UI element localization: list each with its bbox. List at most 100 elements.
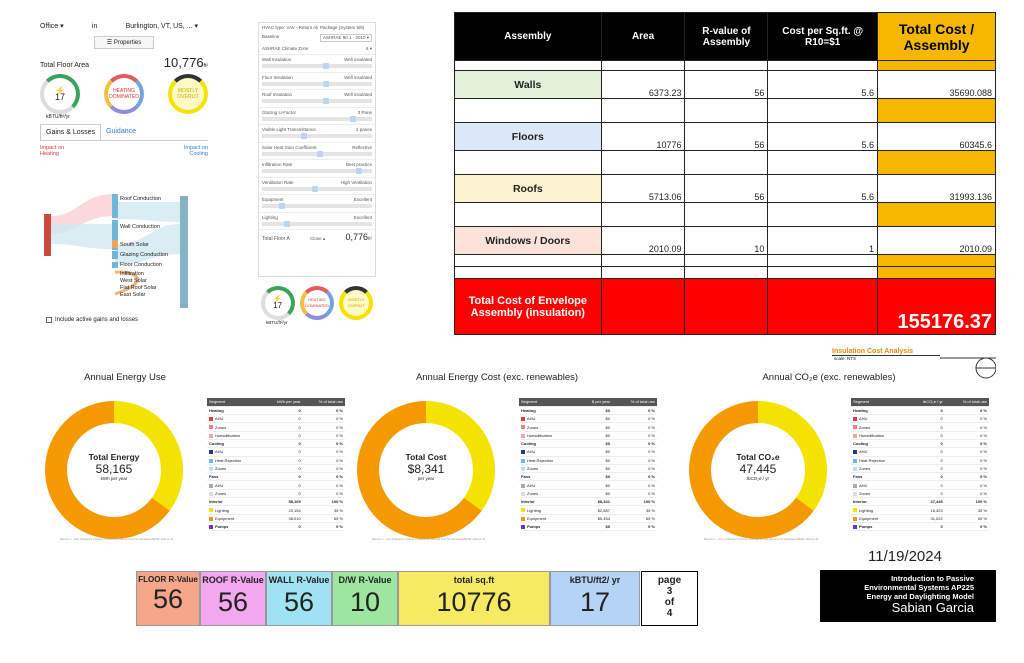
setting-value: Excellent <box>353 197 372 202</box>
legend-swatch <box>853 516 857 521</box>
analysis-title: Insulation Cost Analysis <box>832 348 940 356</box>
slider-handle[interactable] <box>355 168 362 174</box>
setting-row: Solar Heat Gain Coefficient Reflective <box>259 143 375 160</box>
segment-name: Heating <box>851 406 908 416</box>
page-word: page <box>657 575 682 586</box>
segment-label: Fans <box>209 474 219 480</box>
slider-handle[interactable] <box>300 133 307 139</box>
legend-swatch <box>521 483 525 488</box>
dw-rvalue-box: D/W R-Value 10 <box>332 571 398 626</box>
title-line-2: Environmental Systems AP225 <box>864 583 974 592</box>
table-row: Floors 10776 56 5.6 60345.6 <box>454 122 996 151</box>
chart-title: Annual Energy Cost (exc. renewables) <box>415 372 579 383</box>
segment-label: Zones <box>859 490 871 496</box>
segment-name: Heat Rejection <box>851 456 908 465</box>
header-total-cost: Total Cost / Assembly <box>877 12 996 61</box>
segment-value: 58,165 <box>261 497 303 507</box>
page-of: of <box>664 597 675 608</box>
segment-percent: 0 % <box>611 447 657 457</box>
slider-handle[interactable] <box>311 185 318 192</box>
segment-name: Heat Rejection <box>519 456 577 465</box>
spacer-row <box>454 98 996 123</box>
tab-guidance[interactable]: Guidance <box>106 128 136 135</box>
flow-wall-conduction: Wall Conduction <box>120 224 160 230</box>
tab-gains-losses[interactable]: Gains & Losses <box>40 124 102 140</box>
slider-handle[interactable] <box>322 80 329 87</box>
table-row: Fans 0 0 % <box>851 472 989 482</box>
segment-name: Pumps <box>519 522 577 532</box>
segment-name: Zones <box>207 464 262 474</box>
spacer-cell <box>600 254 686 267</box>
table-row: Humidification 0 0 % <box>851 431 989 441</box>
segment-percent: 0 % <box>944 456 989 465</box>
location-select[interactable]: Burlington, VT, US, ... ▾ <box>126 22 198 30</box>
legend-swatch <box>209 516 213 521</box>
table-row: Pumps $0 0 % <box>519 522 657 532</box>
spacer-cell <box>600 202 686 227</box>
spacer-cell <box>684 60 769 71</box>
wall-rvalue-value: 56 <box>283 587 315 617</box>
setting-slider[interactable] <box>262 203 372 209</box>
setting-slider[interactable] <box>262 150 372 157</box>
kbtu-value: 17 <box>579 587 611 617</box>
active-gains-checkbox[interactable] <box>46 317 52 323</box>
setting-slider[interactable] <box>262 115 372 122</box>
spacer-cell <box>877 202 996 227</box>
baseline-select[interactable]: ASHRAE 90.1 - 2010 ▾ <box>319 34 372 42</box>
segment-label: Equipment <box>215 515 235 521</box>
properties-button[interactable]: ☰ Properties <box>94 36 154 49</box>
spacer-cell <box>684 202 769 227</box>
setting-row: Ventilation Rate High Ventilation <box>259 178 375 195</box>
assembly-total: 35690.088 <box>877 70 996 99</box>
assembly-area: 6373.23 <box>600 70 686 99</box>
chart-footnote: Baseline 1 · CO₂e of Baseline Concept. P… <box>704 538 819 541</box>
setting-label: Roof Insulation <box>262 92 293 97</box>
setting-value: 2 panes <box>355 127 372 132</box>
legend-swatch <box>853 525 857 530</box>
segment-value: 0 <box>261 464 303 474</box>
spacer-cell <box>877 60 996 71</box>
breakdown-table: Segment kWh per year% of total use Heatin… <box>207 398 345 532</box>
col-percent: % of total use <box>611 398 657 407</box>
slider-handle[interactable] <box>322 98 329 104</box>
table-row: AHU $0 0 % <box>519 447 657 457</box>
table-row: Heating 0 0 % <box>851 406 989 416</box>
setting-slider[interactable] <box>262 168 372 174</box>
location-prefix: in <box>91 22 98 30</box>
setting-slider[interactable] <box>262 133 372 139</box>
close-button[interactable]: Close ▴ <box>310 236 326 241</box>
segment-percent: 0 % <box>611 480 657 490</box>
spacer-row <box>454 150 996 175</box>
slider-handle[interactable] <box>317 150 323 157</box>
slider-handle[interactable] <box>278 203 285 209</box>
setting-slider[interactable] <box>262 63 372 69</box>
slider-handle[interactable] <box>284 220 290 227</box>
segment-value: 0 <box>261 422 303 432</box>
page-number-box: page 3 of 4 <box>641 571 698 626</box>
segment-name: Equipment <box>207 514 262 523</box>
slider-handle[interactable] <box>350 115 356 122</box>
segment-percent: 0 % <box>611 431 657 441</box>
sankey-node-wall <box>112 220 118 250</box>
segment-value: $0 <box>576 414 612 424</box>
setting-slider[interactable] <box>262 220 372 227</box>
spacer-row <box>454 202 996 227</box>
segment-value: 0 <box>261 489 303 499</box>
table-row: Fans $0 0 % <box>519 472 657 482</box>
assembly-area: 5713.06 <box>600 174 686 203</box>
table-row: Zones $0 0 % <box>519 464 657 474</box>
setting-slider[interactable] <box>262 98 372 104</box>
setting-slider[interactable] <box>262 80 372 87</box>
segment-label: AHU <box>527 416 536 422</box>
segment-percent: 0 % <box>302 406 345 416</box>
page-current: 3 <box>666 586 673 597</box>
setting-value: Excellent <box>353 214 372 220</box>
legend-swatch <box>853 458 857 463</box>
slider-handle[interactable] <box>322 63 329 69</box>
assembly-name: Floors <box>454 122 602 151</box>
climate-zone-select[interactable]: 6 ▾ <box>365 46 372 51</box>
kbtu-box: kBTU/ft2/ yr 17 <box>550 571 640 626</box>
table-row: Heating $0 0 % <box>519 406 657 416</box>
setting-slider[interactable] <box>262 185 372 192</box>
building-type-select[interactable]: Office ▾ <box>40 22 64 30</box>
